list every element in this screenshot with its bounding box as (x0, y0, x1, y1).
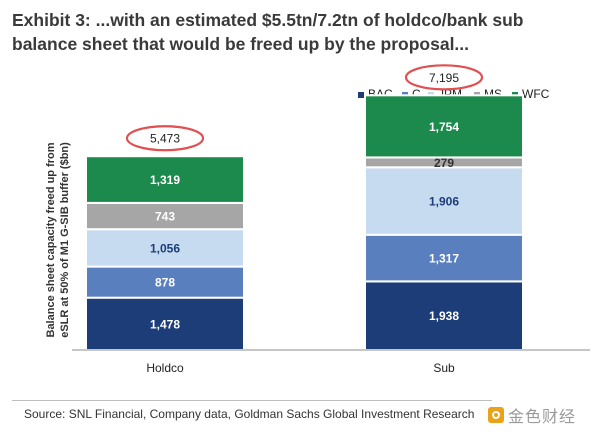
total-value: 5,473 (150, 132, 180, 146)
bar-segment-jpm (85, 228, 245, 268)
source-divider (12, 400, 492, 401)
bar-segment-ms (85, 201, 245, 231)
total-value: 7,195 (429, 71, 459, 85)
x-tick-label-holdco: Holdco (146, 361, 184, 375)
bar-stack-holdco: 1,478 878 1,056 743 1,319 (85, 155, 245, 352)
x-axis-tick-labels: Holdco Sub (146, 361, 455, 375)
legend-swatch (358, 92, 364, 98)
data-label-bac: 1,938 (429, 309, 459, 323)
legend-label: WFC (522, 87, 550, 101)
watermark-text: 金色财经 (508, 407, 577, 426)
bar-segment-jpm (364, 166, 524, 236)
data-label-jpm: 1,906 (429, 195, 459, 209)
x-tick-label-sub: Sub (433, 361, 455, 375)
data-label-jpm: 1,056 (150, 241, 180, 255)
data-label-bac: 1,478 (150, 317, 180, 331)
bar-stack-sub: 1,938 1,317 1,906 279 1,754 (364, 94, 524, 352)
y-axis-label: Balance sheet capacity freed up from eSLR… (45, 142, 71, 338)
y-axis-label-line: Balance sheet capacity freed up from (45, 142, 57, 337)
bar-segment-wfc (85, 155, 245, 204)
gold-coin-logo-icon (488, 407, 504, 423)
chart-title: Exhibit 3: ...with an estimated $5.5tn/7… (12, 10, 524, 54)
data-label-wfc: 1,754 (429, 120, 459, 134)
bar-segment-wfc (364, 94, 524, 159)
data-label-c: 1,317 (429, 252, 459, 266)
y-axis-label-line: eSLR at 50% of M1 G-SIB buffer ($bn) (59, 142, 71, 338)
stacked-bar-chart: BAC C JPM MS WFC Balance sheet capacity free… (45, 64, 590, 375)
bar-segment-bac (85, 296, 245, 352)
source-note: Source: SNL Financial, Company data, Gol… (24, 407, 475, 421)
total-highlight-oval (404, 64, 484, 91)
data-label-ms: 279 (434, 156, 454, 170)
total-label-holdco: 5,473 (125, 125, 205, 152)
data-label-wfc: 1,319 (150, 173, 180, 187)
total-label-sub: 7,195 (404, 64, 484, 91)
total-labels: 5,473 7,195 (125, 64, 484, 152)
legend-label: C (412, 87, 421, 101)
watermark: 金色财经 (488, 403, 576, 427)
data-label-ms: 743 (155, 210, 175, 224)
total-highlight-oval (125, 125, 205, 152)
data-label-c: 878 (155, 276, 175, 290)
bars: 1,4788781,0567431,3191,9381,3171,9062791… (85, 94, 524, 352)
bar-segment-c (364, 233, 524, 283)
